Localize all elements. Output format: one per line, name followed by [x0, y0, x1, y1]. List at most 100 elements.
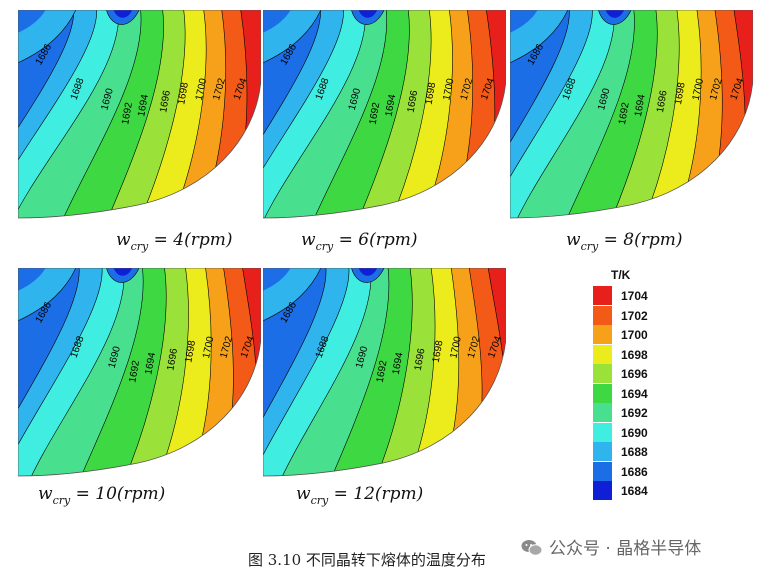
legend-item: 1702 — [585, 305, 675, 325]
contour-band-coldest — [263, 10, 293, 35]
legend-label: 1690 — [621, 425, 648, 440]
contour-label: 1696 — [158, 89, 173, 113]
contour-panel: 1686 1688 1690 1692 1694 1696 1698 1700 1702 1704 — [510, 10, 753, 220]
panel-caption: wcry = 12(rpm) — [296, 484, 424, 507]
legend-label: 1704 — [621, 289, 648, 303]
contour-label: 1696 — [165, 347, 180, 371]
contour-label: 1694 — [633, 93, 648, 117]
legend-label: 1696 — [621, 367, 648, 381]
legend-swatch — [593, 403, 612, 422]
panel-caption: wcry = 6(rpm) — [301, 230, 418, 253]
legend-label: 1700 — [621, 328, 648, 342]
contour-band — [18, 10, 75, 218]
colorbar-legend: T/K 1704 1702 1700 1698 1696 1694 1692 1690 1688… — [585, 268, 675, 500]
domain-outline — [510, 10, 753, 219]
crystal-interface-core — [358, 10, 378, 18]
contour-band — [18, 268, 80, 476]
contour-label: 1698 — [176, 81, 191, 105]
contour-label: 1694 — [391, 351, 406, 375]
legend-label: 1692 — [621, 406, 648, 420]
contour-label: 1692 — [375, 359, 390, 383]
figure-caption: 图 3.10 不同晶转下熔体的温度分布 — [248, 551, 486, 569]
contour-label: 1698 — [673, 81, 688, 105]
watermark-text: 公众号 · 晶格半导体 — [549, 539, 702, 559]
contour-label: 1692 — [368, 101, 383, 125]
contour-label: 1700 — [691, 77, 706, 101]
legend-label: 1686 — [621, 464, 648, 479]
contour-band — [18, 10, 97, 218]
contour-label: 1700 — [448, 335, 463, 359]
contour-label: 1696 — [655, 89, 670, 113]
legend-swatch — [593, 383, 612, 403]
crystal-interface-core — [605, 10, 625, 18]
contour-band — [263, 268, 327, 476]
legend-item: 1688 — [585, 442, 675, 461]
domain-outline — [263, 10, 506, 219]
contour-label: 1696 — [406, 89, 421, 113]
contour-band-coldest — [18, 268, 48, 293]
contour-label: 1700 — [201, 335, 216, 359]
legend-swatch — [593, 461, 612, 481]
contour-band — [510, 10, 593, 218]
contour-band-coldest — [510, 10, 540, 35]
domain-outline — [263, 268, 506, 477]
legend-swatch — [593, 481, 612, 500]
contour-label: 1700 — [194, 77, 209, 101]
legend-label: 1694 — [621, 386, 648, 401]
contour-label: 1698 — [183, 339, 198, 363]
legend-swatch — [593, 364, 612, 383]
contour-band — [510, 10, 570, 218]
contour-label: 1694 — [143, 351, 158, 375]
legend-item: 1704 — [585, 286, 675, 305]
legend-swatch — [593, 286, 612, 305]
contour-label: 1698 — [424, 81, 439, 105]
watermark: 公众号 · 晶格半导体 — [521, 534, 702, 559]
legend-label: 1698 — [621, 347, 648, 362]
legend-item: 1690 — [585, 422, 675, 442]
domain-outline — [18, 268, 261, 477]
contour-band-coldest — [18, 10, 48, 35]
contour-band — [263, 10, 321, 218]
legend-item: 1700 — [585, 325, 675, 344]
legend-label: 1702 — [621, 308, 648, 323]
contour-label: 1694 — [384, 93, 399, 117]
panel-caption: wcry = 8(rpm) — [566, 230, 683, 253]
legend-swatch — [593, 305, 612, 325]
legend-swatch — [593, 325, 612, 344]
contour-band-coldest — [263, 268, 293, 293]
contour-label: 1692 — [617, 101, 632, 125]
contour-label: 1698 — [431, 339, 446, 363]
legend-swatch — [593, 422, 612, 442]
wechat-icon — [521, 540, 543, 556]
contour-panel: 1686 1688 1690 1692 1694 1696 1698 1700 1702 1704 — [263, 10, 506, 220]
contour-label: 1694 — [136, 93, 151, 117]
legend-item: 1686 — [585, 461, 675, 481]
crystal-interface-core — [113, 10, 133, 18]
legend-item: 1684 — [585, 481, 675, 500]
contour-panel: 1686 1688 1690 1692 1694 1696 1698 1700 1702 1704 — [18, 268, 261, 478]
panel-caption: wcry = 4(rpm) — [116, 230, 233, 253]
contour-label: 1692 — [127, 359, 142, 383]
contour-label: 1700 — [441, 77, 456, 101]
crystal-interface-core — [113, 268, 133, 276]
contour-band — [263, 10, 344, 218]
legend-item: 1692 — [585, 403, 675, 422]
contour-label: 1696 — [413, 347, 428, 371]
contour-panel: 1686 1688 1690 1692 1694 1696 1698 1700 1702 1704 — [263, 268, 506, 478]
legend-label: 1684 — [621, 484, 648, 498]
contour-panel: 1686 1688 1690 1692 1694 1696 1698 1700 1702 1704 — [18, 10, 261, 220]
legend-label: 1688 — [621, 445, 648, 459]
legend-item: 1694 — [585, 383, 675, 403]
legend-item: 1698 — [585, 344, 675, 364]
legend-swatch — [593, 344, 612, 364]
legend-item: 1696 — [585, 364, 675, 383]
panel-caption: wcry = 10(rpm) — [38, 484, 166, 507]
crystal-interface-core — [358, 268, 378, 276]
legend-swatch — [593, 442, 612, 461]
domain-outline — [18, 10, 261, 219]
contour-label: 1692 — [120, 101, 135, 125]
